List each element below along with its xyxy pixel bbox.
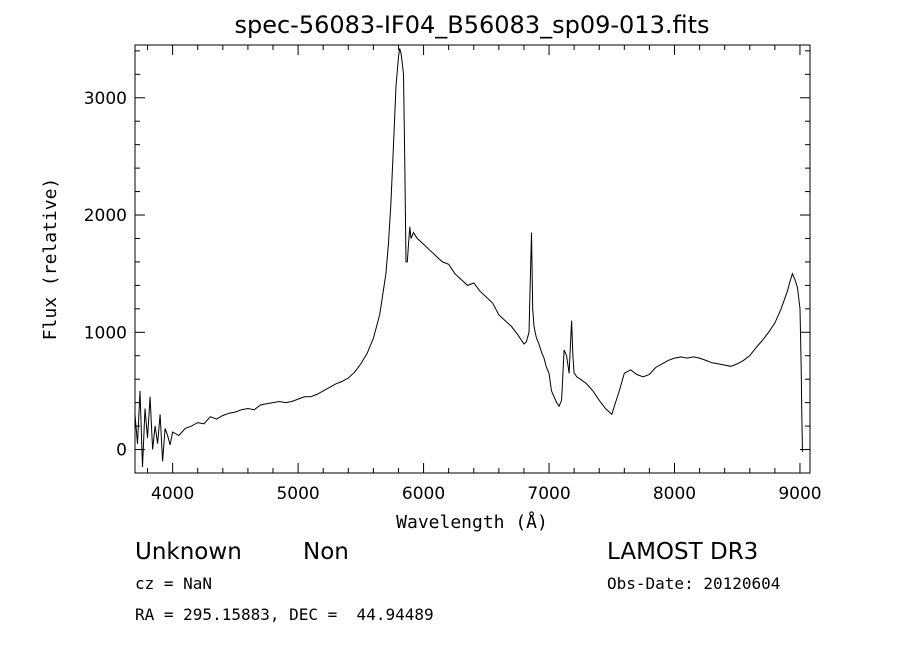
y-tick-label: 2000 — [84, 206, 127, 226]
x-tick-label: 4000 — [151, 484, 194, 504]
survey-label: LAMOST DR3 — [607, 539, 758, 565]
x-tick-label: 6000 — [402, 484, 445, 504]
axis-ticks — [135, 45, 810, 474]
x-axis-label: Wavelength (Å) — [396, 511, 548, 533]
x-tick-label: 8000 — [653, 484, 696, 504]
x-tick-label: 9000 — [778, 484, 821, 504]
coordinates-label: RA = 295.15883, DEC = 44.94489 — [135, 605, 434, 624]
y-axis-label: Flux (relative) — [40, 178, 61, 341]
obs-date-label: Obs-Date: 20120604 — [607, 574, 780, 593]
tick-labels: 4000 5000 6000 7000 8000 9000 0 1000 2000 3000 — [84, 89, 822, 504]
object-class-label: Unknown — [135, 539, 242, 565]
plot-area: 4000 5000 6000 7000 8000 9000 0 1000 2000 3000 — [84, 44, 822, 504]
y-tick-label: 3000 — [84, 89, 127, 109]
spectrum-line — [134, 48, 803, 468]
subclass-label: Non — [303, 539, 349, 565]
x-tick-label: 7000 — [527, 484, 570, 504]
plot-frame — [134, 44, 811, 474]
chart-title: spec-56083-IF04_B56083_sp09-013.fits — [234, 11, 709, 39]
x-tick-label: 5000 — [276, 484, 319, 504]
y-tick-label: 0 — [116, 441, 127, 461]
redshift-label: cz = NaN — [135, 574, 212, 593]
y-tick-label: 1000 — [84, 323, 127, 343]
